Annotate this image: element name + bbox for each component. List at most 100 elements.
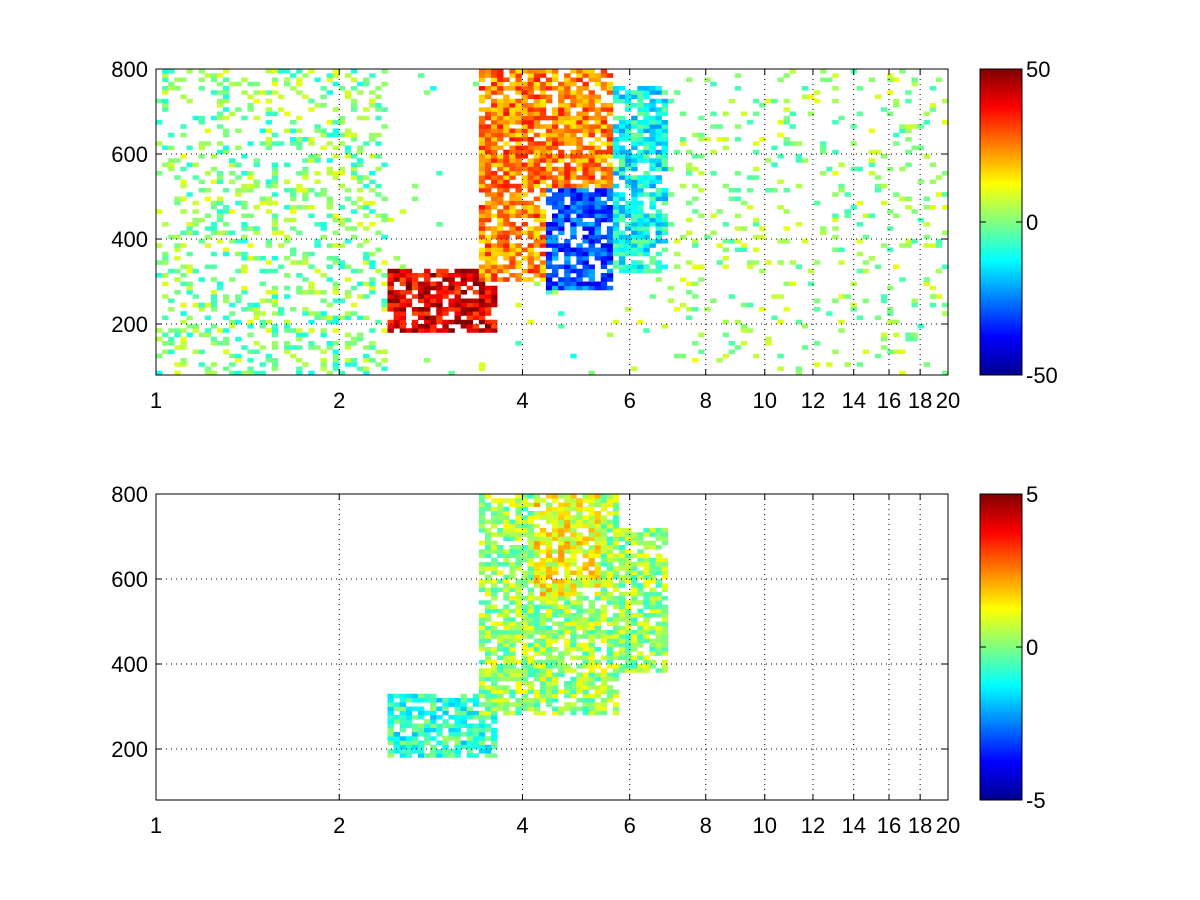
top-heatmap-cell [655, 264, 662, 270]
top-heatmap-cell [600, 141, 608, 146]
top-heatmap-cell [880, 154, 888, 159]
top-heatmap-cell [820, 171, 827, 176]
top-heatmap-cell [253, 162, 260, 168]
top-heatmap-cell [156, 120, 163, 125]
top-heatmap-cell [509, 98, 516, 104]
top-heatmap-cell [539, 217, 547, 223]
top-heatmap-cell [235, 358, 242, 363]
bottom-heatmap-cell [588, 583, 595, 588]
top-heatmap-cell [637, 94, 644, 100]
top-heatmap-cell [606, 171, 614, 176]
top-heatmap-cell [326, 302, 333, 308]
top-heatmap-cell [198, 362, 206, 367]
bottom-heatmap-cell [643, 553, 650, 559]
top-heatmap-cell [320, 234, 327, 240]
bottom-heatmap-cell [582, 625, 589, 631]
top-heatmap-cell [564, 277, 571, 282]
top-heatmap-cell [363, 183, 370, 189]
top-heatmap-cell [411, 183, 419, 189]
bottom-heatmap-cell [442, 723, 449, 729]
bottom-heatmap-cell [503, 702, 510, 707]
bottom-heatmap-cell [582, 693, 589, 699]
top-heatmap-cell [515, 302, 522, 308]
top-heatmap-cell [265, 268, 273, 274]
top-heatmap-cell [314, 128, 321, 134]
top-heatmap-cell [320, 311, 327, 316]
bottom-heatmap-cell [625, 579, 632, 584]
top-heatmap-cell [686, 171, 693, 176]
top-heatmap-cell [899, 69, 906, 74]
top-heatmap-cell [484, 205, 492, 210]
top-heatmap-cell [515, 149, 522, 155]
bottom-heatmap-cell [387, 740, 394, 746]
top-heatmap-cell [667, 298, 675, 304]
top-heatmap-cell [381, 81, 388, 87]
top-heatmap-cell [655, 188, 662, 193]
bottom-heatmap-cell [484, 689, 492, 695]
top-heatmap-cell [509, 120, 516, 125]
bottom-heatmap-cell [509, 596, 516, 601]
top-heatmap-cell [186, 69, 193, 74]
top-heatmap-cell [576, 115, 583, 121]
bottom-heatmap-cell [576, 621, 583, 627]
bottom-heatmap-cell [649, 591, 656, 597]
top-heatmap-cell [387, 290, 394, 295]
bottom-heatmap-cell [527, 591, 535, 597]
bottom-heatmap-cell [582, 706, 589, 712]
top-heatmap-cell [594, 162, 602, 168]
bottom-heatmap-cell [484, 659, 492, 665]
bottom-heatmap-cell [509, 634, 516, 639]
top-heatmap-cell [570, 149, 577, 155]
top-heatmap-cell [527, 268, 535, 274]
bottom-heatmap-cell [430, 693, 437, 699]
top-heatmap-cell [619, 192, 626, 197]
top-heatmap-cell [527, 319, 535, 325]
top-heatmap-cell [369, 209, 376, 214]
top-heatmap-cell [795, 141, 803, 146]
top-heatmap-cell [265, 111, 273, 117]
top-heatmap-cell [588, 158, 595, 163]
bottom-heatmap-cell [588, 668, 595, 673]
top-heatmap-cell [290, 196, 297, 202]
top-heatmap-cell [655, 107, 662, 112]
top-heatmap-cell [887, 226, 894, 231]
top-heatmap-cell [241, 115, 248, 121]
top-heatmap-cell [204, 315, 212, 321]
top-heatmap-cell [192, 349, 199, 355]
top-heatmap-cell [186, 285, 193, 291]
top-heatmap-cell [424, 290, 431, 295]
bottom-heatmap-cell [570, 506, 577, 512]
top-heatmap-cell [491, 132, 498, 138]
bottom-heatmap-cell [643, 557, 650, 563]
bottom-heatmap-cell [625, 664, 632, 669]
bottom-heatmap-cell [515, 557, 522, 563]
bottom-heatmap-cell [649, 613, 656, 618]
bottom-heatmap-cell [478, 515, 486, 520]
top-heatmap-cell [564, 94, 571, 100]
bottom-heatmap-cell [600, 706, 608, 712]
top-heatmap-cell [162, 98, 169, 104]
top-heatmap-cell [472, 315, 480, 321]
bottom-heatmap-cell [552, 579, 559, 584]
bottom-heatmap-cell [564, 600, 571, 605]
top-heatmap-cell [241, 307, 248, 312]
top-heatmap-cell [332, 260, 340, 265]
top-heatmap-cell [570, 277, 577, 282]
top-heatmap-cell [716, 243, 723, 248]
bottom-heatmap-cell [478, 740, 486, 746]
top-heatmap-cell [527, 200, 535, 206]
top-heatmap-cell [661, 239, 669, 244]
top-heatmap-cell [478, 141, 486, 146]
bottom-heatmap-cell [466, 706, 474, 712]
bottom-heatmap-cell [588, 647, 595, 652]
top-heatmap-cell [777, 120, 784, 125]
bottom-heatmap-cell [606, 693, 614, 699]
top-heatmap-cell [637, 247, 644, 253]
top-heatmap-cell [533, 251, 541, 257]
top-heatmap-cell [661, 166, 669, 172]
bottom-heatmap-cell [588, 659, 595, 665]
bottom-heatmap-cell [649, 608, 656, 614]
top-heatmap-cell [265, 196, 273, 202]
top-heatmap-cell [168, 307, 175, 312]
bottom-heatmap-cell [594, 710, 602, 716]
